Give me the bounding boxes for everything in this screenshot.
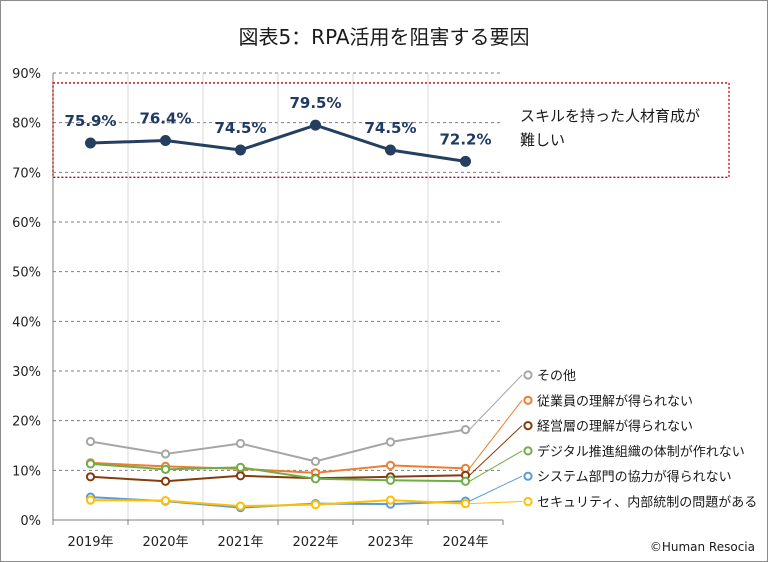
data-labels: 75.9% 76.4% 74.5% 79.5% 74.5% 72.2% [64, 94, 491, 148]
data-point [160, 476, 171, 486]
data-label: 74.5% [214, 119, 266, 137]
data-point [460, 476, 471, 486]
data-point [85, 472, 96, 482]
y-tick-label: 40% [12, 315, 41, 330]
data-point [310, 474, 321, 484]
chart-title: 図表5：RPA活用を阻害する要因 [238, 25, 529, 49]
leader-line [469, 399, 523, 469]
legend-marker [523, 496, 533, 507]
data-point [160, 449, 171, 459]
gridlines [53, 72, 503, 520]
data-point [460, 425, 471, 435]
annotation-text: 難しい [520, 131, 565, 149]
data-label: 72.2% [439, 130, 491, 148]
leader-line [469, 425, 523, 476]
x-tick-label: 2022年 [292, 535, 338, 550]
legend-label: その他 [537, 369, 576, 384]
data-point [85, 459, 96, 469]
data-point [85, 436, 96, 447]
y-tick-label: 90% [12, 67, 41, 82]
legend-label: デジタル推進組織の体制が作れない [537, 444, 745, 460]
y-tick-label: 20% [12, 415, 41, 430]
legend: その他従業員の理解が得られない経営層の理解が得られないデジタル推進組織の体制が作… [469, 369, 757, 511]
x-tick-label: 2021年 [217, 535, 263, 550]
data-point [310, 119, 321, 131]
x-tick-label: 2024年 [442, 535, 488, 550]
legend-label: 従業員の理解が得られない [537, 393, 693, 409]
credit-text: ©Human Resocia [650, 540, 755, 554]
series-1 [85, 425, 471, 466]
data-point [385, 144, 396, 156]
data-point [235, 462, 246, 472]
leader-line [469, 374, 523, 430]
leader-line [469, 475, 523, 502]
data-point [460, 155, 471, 167]
data-point [460, 499, 471, 509]
legend-marker [523, 370, 533, 380]
x-axis: 2019年 2020年 2021年 2022年 2023年 2024年 [52, 519, 504, 550]
data-point [160, 464, 171, 474]
legend-marker [523, 446, 533, 456]
data-point [160, 135, 171, 147]
data-label: 75.9% [64, 112, 116, 130]
series-4 [85, 459, 471, 486]
x-tick-label: 2020年 [142, 535, 188, 550]
data-point [385, 460, 396, 470]
y-tick-label: 60% [12, 216, 41, 231]
x-tick-label: 2019年 [67, 535, 113, 550]
series-line [90, 474, 466, 483]
y-tick-label: 70% [12, 166, 41, 181]
data-point [385, 475, 396, 485]
y-axis: 0% 10% 20% 30% 40% 50% 60% 70% 80% 90% [12, 67, 54, 529]
data-point [385, 495, 396, 505]
series-6 [85, 495, 471, 511]
y-tick-label: 10% [12, 464, 41, 479]
data-point [385, 437, 396, 447]
data-point [85, 495, 96, 505]
legend-label: システム部門の協力が得られない [537, 469, 732, 485]
x-tick-label: 2023年 [367, 535, 413, 550]
legend-marker [523, 421, 533, 431]
y-tick-label: 50% [12, 266, 41, 281]
annotation-text: スキルを持った人材育成が [520, 107, 700, 125]
data-point [85, 137, 96, 149]
leader-line [469, 501, 523, 505]
series-line [90, 428, 466, 463]
y-tick-label: 0% [20, 514, 41, 529]
data-label: 79.5% [289, 94, 341, 112]
data-label: 74.5% [364, 119, 416, 137]
series-line [90, 499, 466, 508]
leader-line [469, 450, 523, 482]
series-0 [85, 119, 471, 167]
data-point [160, 496, 171, 506]
legend-label: 経営層の理解が得られない [537, 419, 693, 435]
data-point [310, 500, 321, 510]
annotation-box [52, 82, 730, 178]
data-point [310, 456, 321, 466]
data-point [235, 144, 246, 156]
y-tick-label: 80% [12, 117, 41, 132]
data-point [235, 438, 246, 449]
legend-marker [523, 395, 533, 405]
data-point [235, 501, 246, 511]
data-label: 76.4% [139, 110, 191, 128]
series-line [90, 462, 466, 483]
legend-marker [523, 471, 533, 481]
series-group [85, 119, 471, 513]
series-line [90, 123, 466, 163]
series-line [90, 461, 466, 474]
y-tick-label: 30% [12, 365, 41, 380]
legend-label: セキュリティ、内部統制の問題がある [537, 495, 757, 511]
data-point [235, 471, 246, 481]
